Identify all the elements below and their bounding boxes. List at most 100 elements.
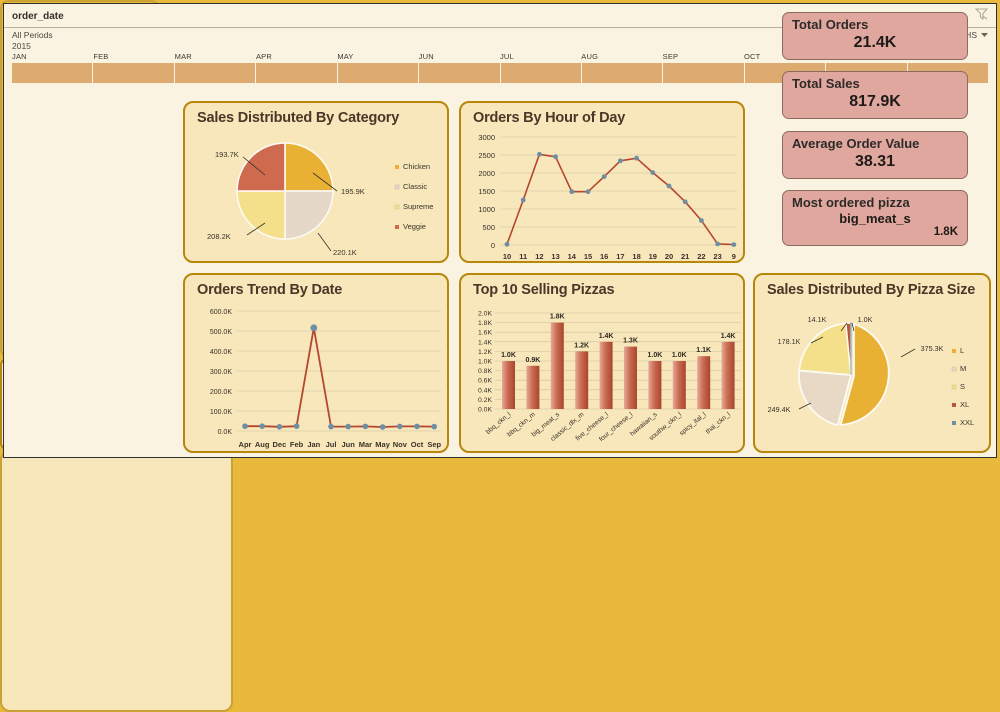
data-point[interactable] — [363, 424, 369, 430]
timeline-month-label: AUG — [581, 52, 662, 61]
x-tick-label: Dec — [273, 440, 287, 449]
line-markers — [242, 324, 437, 429]
timeline-month-bar[interactable] — [663, 63, 744, 83]
bar[interactable] — [600, 342, 613, 409]
data-point[interactable] — [553, 154, 558, 159]
pie-slice-supreme[interactable] — [237, 191, 285, 239]
y-tick-label: 2000 — [478, 169, 495, 178]
x-tick-label: 15 — [584, 252, 592, 261]
timeline-month-bar[interactable] — [501, 63, 582, 83]
legend-label-chicken: Chicken — [403, 162, 430, 171]
bar[interactable] — [526, 366, 539, 409]
x-tick-label: 18 — [632, 252, 640, 261]
data-point[interactable] — [715, 242, 720, 247]
y-tick-label: 300.0K — [210, 369, 233, 376]
data-point[interactable] — [602, 174, 607, 179]
bar[interactable] — [722, 342, 735, 409]
chevron-down-icon[interactable] — [981, 30, 988, 40]
data-point[interactable] — [618, 158, 623, 163]
data-point[interactable] — [414, 424, 420, 430]
y-tick-label: 3000 — [478, 133, 495, 142]
timeline-month-bar[interactable] — [175, 63, 256, 83]
data-point[interactable] — [586, 189, 591, 194]
x-tick-label: Jan — [307, 440, 320, 449]
pie-slice-classic[interactable] — [285, 191, 333, 239]
bar[interactable] — [575, 351, 588, 409]
x-tick-label: 19 — [649, 252, 657, 261]
timeline-period-label: All Periods — [12, 30, 53, 40]
bar-data-label: 1.4K — [721, 333, 736, 340]
y-tick-label: 400.0K — [210, 349, 233, 356]
kpi-label: Most ordered pizza — [792, 195, 958, 210]
data-point[interactable] — [650, 170, 655, 175]
pie-slice-chicken[interactable] — [285, 143, 333, 191]
data-point[interactable] — [667, 184, 672, 189]
y-tick-label: 0.2K — [478, 397, 492, 404]
x-tick-label: 14 — [568, 252, 577, 261]
bar[interactable] — [673, 361, 686, 409]
x-tick-label: Sep — [427, 440, 441, 449]
data-point[interactable] — [569, 189, 574, 194]
x-tick-label: 17 — [616, 252, 624, 261]
chart-title: Orders Trend By Date — [197, 282, 342, 298]
y-tick-label: 0.0K — [478, 407, 492, 414]
y-tick-label: 500 — [482, 223, 495, 232]
x-tick-label: 16 — [600, 252, 608, 261]
bar[interactable] — [697, 356, 710, 409]
chart-orders-by-hour: Orders By Hour of Day 3000 2500 2000 150… — [459, 101, 745, 263]
timeline-month-bar[interactable] — [93, 63, 174, 83]
clear-filter-icon[interactable] — [975, 7, 988, 25]
data-point[interactable] — [683, 199, 688, 204]
data-point[interactable] — [521, 198, 526, 203]
x-tick-label: 10 — [503, 252, 511, 261]
bar-series — [502, 323, 735, 409]
data-point[interactable] — [431, 424, 437, 430]
data-point[interactable] — [731, 242, 736, 247]
x-tick-label: Aug — [255, 440, 270, 449]
x-tick-label: 11 — [519, 252, 527, 261]
y-tick-label: 600.0K — [210, 309, 233, 316]
y-tick-label: 1500 — [478, 187, 495, 196]
bar[interactable] — [648, 361, 661, 409]
timeline-month-bar[interactable] — [419, 63, 500, 83]
y-tick-label: 1.0K — [478, 359, 492, 366]
data-point[interactable] — [397, 424, 403, 430]
bar[interactable] — [624, 347, 637, 409]
x-tick-label: 23 — [713, 252, 721, 261]
data-point[interactable] — [277, 424, 283, 430]
timeline-month-label: JAN — [12, 52, 93, 61]
legend-swatch-s — [952, 385, 956, 389]
y-tick-label: 500.0K — [210, 329, 233, 336]
data-point[interactable] — [328, 424, 334, 430]
data-point[interactable] — [634, 156, 639, 161]
data-point[interactable] — [537, 152, 542, 157]
pie-slice-s[interactable] — [799, 323, 851, 375]
chart-title: Top 10 Selling Pizzas — [473, 282, 614, 298]
x-tick-label: 22 — [697, 252, 705, 261]
chart-title: Orders By Hour of Day — [473, 110, 625, 126]
kpi-card-average-order-value: Average Order Value 38.31 — [782, 131, 968, 179]
chart-title: Sales Distributed By Category — [197, 110, 399, 126]
bar[interactable] — [551, 323, 564, 409]
data-point[interactable] — [505, 242, 510, 247]
timeline-month-bar[interactable] — [338, 63, 419, 83]
data-point[interactable] — [242, 423, 248, 429]
chart-legend: L M S XL XXL — [952, 346, 974, 427]
chart-top-10-selling-pizzas: Top 10 Selling Pizzas — [459, 273, 745, 453]
data-point[interactable] — [310, 324, 317, 331]
x-tick-label: thai_ckn_l — [705, 411, 733, 436]
x-tick-label: 13 — [551, 252, 559, 261]
y-tick-label: 0.6K — [478, 378, 492, 385]
legend-label-xxl: XXL — [960, 418, 974, 427]
timeline-month-bar[interactable] — [12, 63, 93, 83]
data-point[interactable] — [259, 423, 265, 429]
bar[interactable] — [502, 361, 515, 409]
data-point[interactable] — [380, 424, 386, 430]
data-point[interactable] — [294, 423, 300, 429]
timeline-month-bar[interactable] — [256, 63, 337, 83]
legend-swatch-chicken — [395, 165, 399, 169]
data-point[interactable] — [699, 218, 704, 223]
pie-slice-veggie[interactable] — [237, 143, 285, 191]
data-point[interactable] — [345, 424, 351, 430]
timeline-month-bar[interactable] — [582, 63, 663, 83]
